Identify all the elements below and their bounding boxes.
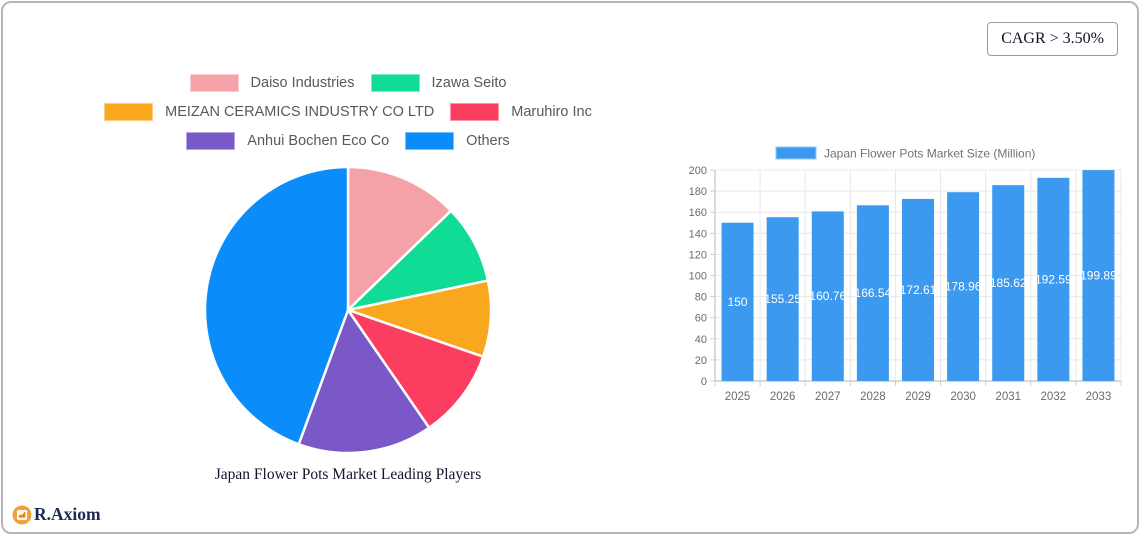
bar[interactable] <box>1082 170 1115 381</box>
y-axis-tick-label: 100 <box>689 271 707 283</box>
bar-value-label: 185.62 <box>990 276 1027 290</box>
bar-value-label: 166.54 <box>855 286 892 300</box>
bar-legend-swatch-icon[interactable] <box>775 146 817 160</box>
y-axis-tick-label: 0 <box>701 376 707 388</box>
pie-legend-item[interactable]: MEIZAN CERAMICS INDUSTRY CO LTD <box>104 101 434 122</box>
bar[interactable] <box>947 192 980 381</box>
legend-swatch-icon <box>189 73 239 92</box>
pie-legend-item[interactable]: Izawa Seito <box>370 72 507 93</box>
y-axis-tick-label: 180 <box>689 186 707 198</box>
bar-legend-label[interactable]: Japan Flower Pots Market Size (Million) <box>824 147 1035 161</box>
y-axis-tick-label: 120 <box>689 249 707 261</box>
x-axis-category-label: 2031 <box>995 391 1021 403</box>
x-axis-category-label: 2025 <box>725 391 751 403</box>
bar[interactable] <box>766 217 799 381</box>
bar[interactable] <box>811 211 844 381</box>
bar[interactable] <box>902 198 934 381</box>
y-axis-tick-label: 80 <box>695 292 707 304</box>
x-axis-category-label: 2030 <box>950 391 976 403</box>
legend-swatch-icon <box>186 131 236 150</box>
cagr-badge: CAGR > 3.50% <box>987 22 1118 56</box>
y-axis-tick-label: 20 <box>695 355 707 367</box>
legend-swatch-icon <box>405 131 455 150</box>
bar-value-label: 178.96 <box>945 280 982 294</box>
pie-slice[interactable] <box>346 165 453 312</box>
legend-label: Daiso Industries <box>250 74 355 91</box>
brand-logo: R.Axiom <box>12 504 101 525</box>
pie-slice[interactable] <box>297 308 431 455</box>
bar[interactable] <box>721 222 754 381</box>
legend-label: Anhui Bochen Eco Co <box>247 132 390 149</box>
bar[interactable] <box>1037 177 1070 381</box>
pie-chart-title: Japan Flower Pots Market Leading Players <box>214 466 482 483</box>
pie-legend-item[interactable]: Daiso Industries <box>189 72 355 93</box>
legend-label: MEIZAN CERAMICS INDUSTRY CO LTD <box>165 103 435 120</box>
legend-swatch-icon <box>370 73 420 92</box>
bar-value-label: 199.89 <box>1080 269 1117 283</box>
x-axis-category-label: 2027 <box>815 391 841 403</box>
bar[interactable] <box>856 205 889 381</box>
bar-value-label: 155.25 <box>764 292 801 306</box>
pie-legend-item[interactable]: Maruhiro Inc <box>450 101 592 122</box>
pie-legend: Daiso Industries Izawa Seito MEIZAN CERAMI… <box>28 72 668 151</box>
pie-slice[interactable] <box>346 308 485 430</box>
y-axis-tick-label: 140 <box>689 228 707 240</box>
x-axis-category-label: 2033 <box>1086 391 1112 403</box>
legend-label: Maruhiro Inc <box>511 103 592 120</box>
bar-chart: Japan Flower Pots Market Size (Million) 0… <box>688 143 1138 408</box>
legend-label: Izawa Seito <box>431 74 507 91</box>
y-axis-tick-label: 60 <box>695 313 707 325</box>
bar-value-label: 150 <box>728 295 748 309</box>
pie-legend-item[interactable]: Others <box>405 130 510 151</box>
x-axis-category-label: 2029 <box>905 391 931 403</box>
bar-value-label: 172.61 <box>900 283 937 297</box>
pie-legend-item[interactable]: Anhui Bochen Eco Co <box>186 130 389 151</box>
x-axis-category-label: 2026 <box>770 391 796 403</box>
legend-label: Others <box>466 132 510 149</box>
bar-value-label: 160.76 <box>809 289 846 303</box>
legend-swatch-icon <box>450 102 500 121</box>
y-axis-tick-label: 200 <box>689 165 707 177</box>
pie-slice[interactable] <box>346 209 490 312</box>
y-axis-tick-label: 40 <box>695 334 707 346</box>
bar-chart-logo-icon <box>12 505 32 524</box>
x-axis-category-label: 2032 <box>1041 391 1067 403</box>
y-axis-tick-label: 160 <box>689 207 707 219</box>
bar-value-label: 192.59 <box>1035 272 1072 286</box>
legend-swatch-icon <box>104 102 154 121</box>
x-axis-category-label: 2028 <box>860 391 886 403</box>
pie-slice[interactable] <box>203 165 350 446</box>
pie-chart <box>198 160 498 460</box>
bar[interactable] <box>992 185 1025 381</box>
brand-logo-text: R.Axiom <box>34 504 101 524</box>
